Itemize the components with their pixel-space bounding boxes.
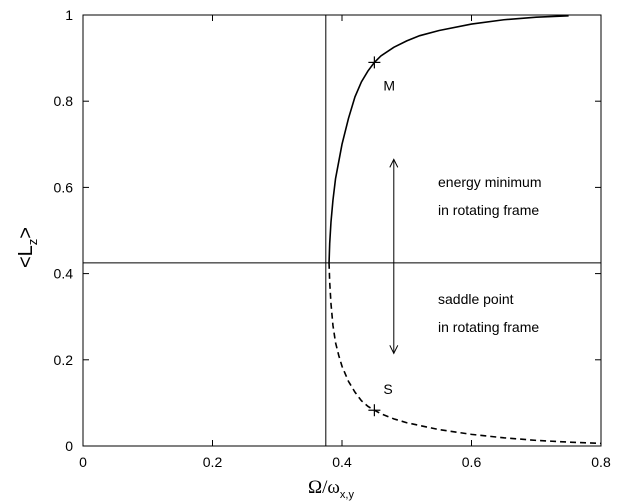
x-tick-label: 0.2: [203, 454, 223, 470]
x-tick-label: 0: [79, 454, 87, 470]
y-tick-label: 0.6: [54, 179, 74, 195]
plot-layer: [82, 14, 602, 447]
x-axis-label-main: Ω/ω: [308, 477, 340, 498]
x-axis-label-subscript: x,y: [340, 489, 355, 501]
y-tick-label: 1: [65, 7, 73, 23]
x-tick-label: 0.8: [591, 454, 611, 470]
x-axis-label: Ω/ωx,y: [308, 477, 354, 501]
y-tick-label: 0.4: [54, 266, 74, 282]
double-arrow-head-up: [389, 158, 399, 168]
marker-label-M: M: [383, 77, 395, 93]
annotation-rotating-frame-lower: in rotating frame: [438, 319, 539, 335]
annotation-saddle-point: saddle point: [438, 291, 514, 307]
unstable-branch-curve: [328, 262, 602, 445]
y-axis-label-subscript: z: [25, 239, 40, 246]
labels-layer: 0 0.2 0.4 0.6 0.8 0 0.2 0.4 0.6 0.8 1 M S: [54, 7, 611, 470]
plot-frame: [82, 14, 602, 447]
y-axis-label-tail: >: [15, 227, 37, 239]
y-tick-label: 0.8: [54, 93, 74, 109]
marker-label-S: S: [383, 381, 392, 397]
stable-branch-curve: [328, 15, 569, 263]
y-axis-label: <Lz>: [15, 227, 40, 268]
y-tick-label: 0: [65, 438, 73, 454]
double-arrow-head-down: [389, 345, 399, 355]
annotation-rotating-frame-upper: in rotating frame: [438, 202, 539, 218]
y-tick-label: 0.2: [54, 352, 74, 368]
x-tick-label: 0.4: [332, 454, 352, 470]
annotation-energy-minimum: energy minimum: [438, 174, 541, 190]
y-axis-label-main: <L: [15, 245, 37, 268]
x-tick-label: 0.6: [462, 454, 482, 470]
